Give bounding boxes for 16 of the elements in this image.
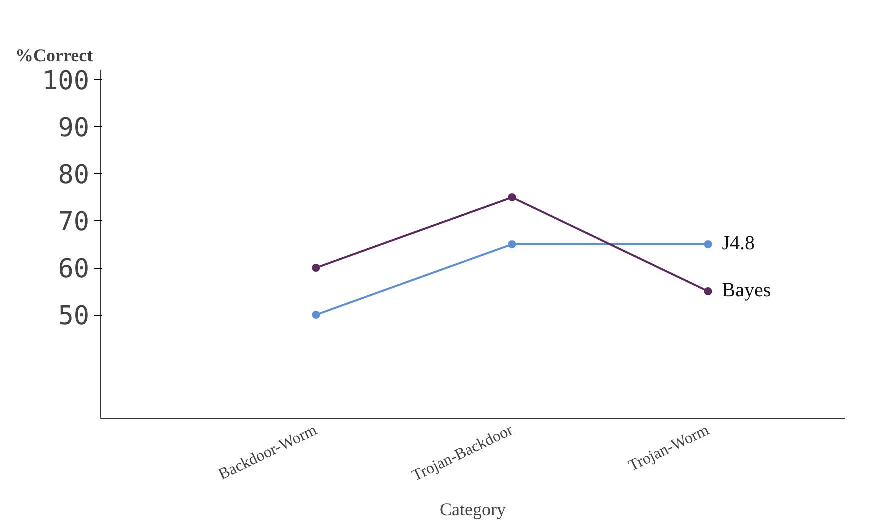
point — [508, 193, 516, 202]
point — [704, 288, 712, 296]
y-tick-label: 100 — [42, 66, 90, 96]
series-label: J4.8 — [722, 232, 756, 254]
point — [508, 240, 516, 248]
y-tick-label: 50 — [58, 302, 90, 332]
series-label: Bayes — [722, 280, 772, 302]
x-axis-title: Category — [440, 499, 506, 520]
point — [704, 240, 712, 248]
point — [312, 311, 320, 320]
y-tick-label: 60 — [58, 254, 90, 285]
y-tick-label: 90 — [58, 113, 90, 144]
y-tick-label: 80 — [58, 160, 90, 190]
y-axis-title: %Correct — [16, 46, 94, 66]
y-tick-label: 70 — [58, 207, 90, 238]
point — [312, 264, 320, 272]
